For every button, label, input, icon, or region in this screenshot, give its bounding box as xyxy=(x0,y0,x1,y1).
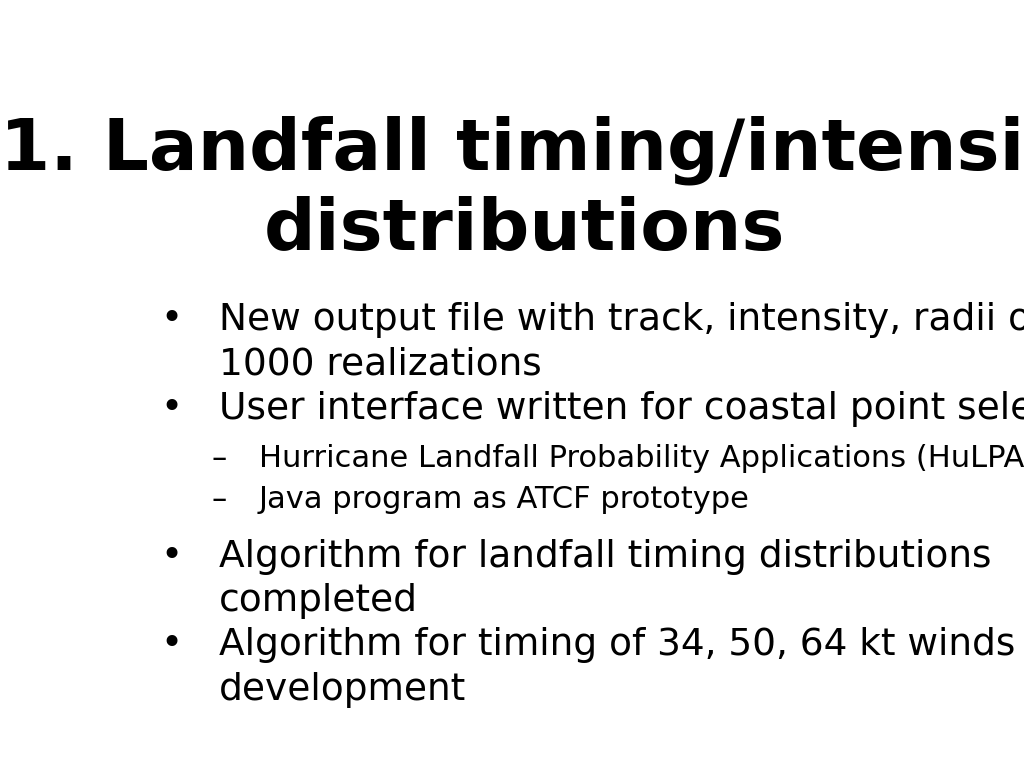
Text: Algorithm for landfall timing distributions
completed: Algorithm for landfall timing distributi… xyxy=(219,538,992,619)
Text: •: • xyxy=(161,302,182,338)
Text: •: • xyxy=(161,627,182,664)
Text: –: – xyxy=(212,444,227,473)
Text: •: • xyxy=(161,538,182,574)
Text: Java program as ATCF prototype: Java program as ATCF prototype xyxy=(259,485,750,515)
Text: •: • xyxy=(161,391,182,427)
Text: A1. Landfall timing/intensity
distributions: A1. Landfall timing/intensity distributi… xyxy=(0,116,1024,265)
Text: New output file with track, intensity, radii of all
1000 realizations: New output file with track, intensity, r… xyxy=(219,302,1024,382)
Text: Algorithm for timing of 34, 50, 64 kt winds under
development: Algorithm for timing of 34, 50, 64 kt wi… xyxy=(219,627,1024,708)
Text: User interface written for coastal point selection: User interface written for coastal point… xyxy=(219,391,1024,427)
Text: –: – xyxy=(212,485,227,515)
Text: Hurricane Landfall Probability Applications (HuLPA): Hurricane Landfall Probability Applicati… xyxy=(259,444,1024,473)
